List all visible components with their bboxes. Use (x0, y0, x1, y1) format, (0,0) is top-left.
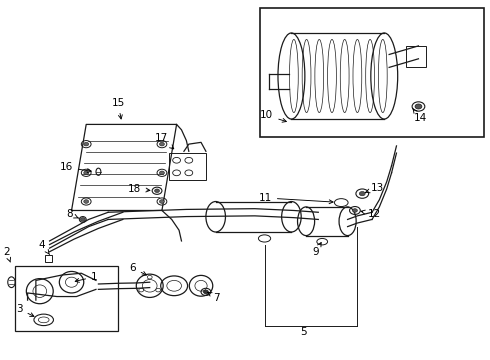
Text: 10: 10 (260, 111, 286, 122)
Text: 16: 16 (60, 162, 91, 172)
Bar (15, 266, 118, 330)
Text: 2: 2 (3, 247, 11, 262)
Circle shape (84, 142, 89, 146)
Circle shape (203, 290, 208, 294)
Text: 18: 18 (128, 184, 150, 194)
Circle shape (159, 200, 164, 203)
Text: 17: 17 (154, 133, 174, 149)
Text: 9: 9 (313, 243, 321, 257)
Text: 6: 6 (129, 263, 147, 275)
Text: 11: 11 (259, 193, 333, 204)
Text: 12: 12 (361, 209, 381, 219)
Bar (45, 255, 52, 262)
Circle shape (155, 189, 159, 193)
Circle shape (359, 192, 365, 196)
Circle shape (352, 209, 357, 212)
Bar (406, 46, 426, 67)
Text: 7: 7 (208, 292, 220, 303)
Bar (169, 153, 206, 180)
Text: 1: 1 (75, 272, 98, 282)
Text: 3: 3 (16, 304, 34, 316)
Circle shape (415, 104, 422, 109)
Circle shape (80, 218, 85, 221)
Text: 13: 13 (366, 183, 384, 193)
Circle shape (159, 171, 164, 175)
Bar (260, 8, 485, 137)
Text: 8: 8 (66, 209, 78, 219)
Text: 14: 14 (413, 108, 427, 123)
Circle shape (84, 200, 89, 203)
Text: 15: 15 (111, 98, 124, 119)
Text: 4: 4 (39, 239, 49, 255)
Text: 5: 5 (300, 327, 307, 337)
Circle shape (159, 142, 164, 146)
Circle shape (84, 171, 89, 175)
